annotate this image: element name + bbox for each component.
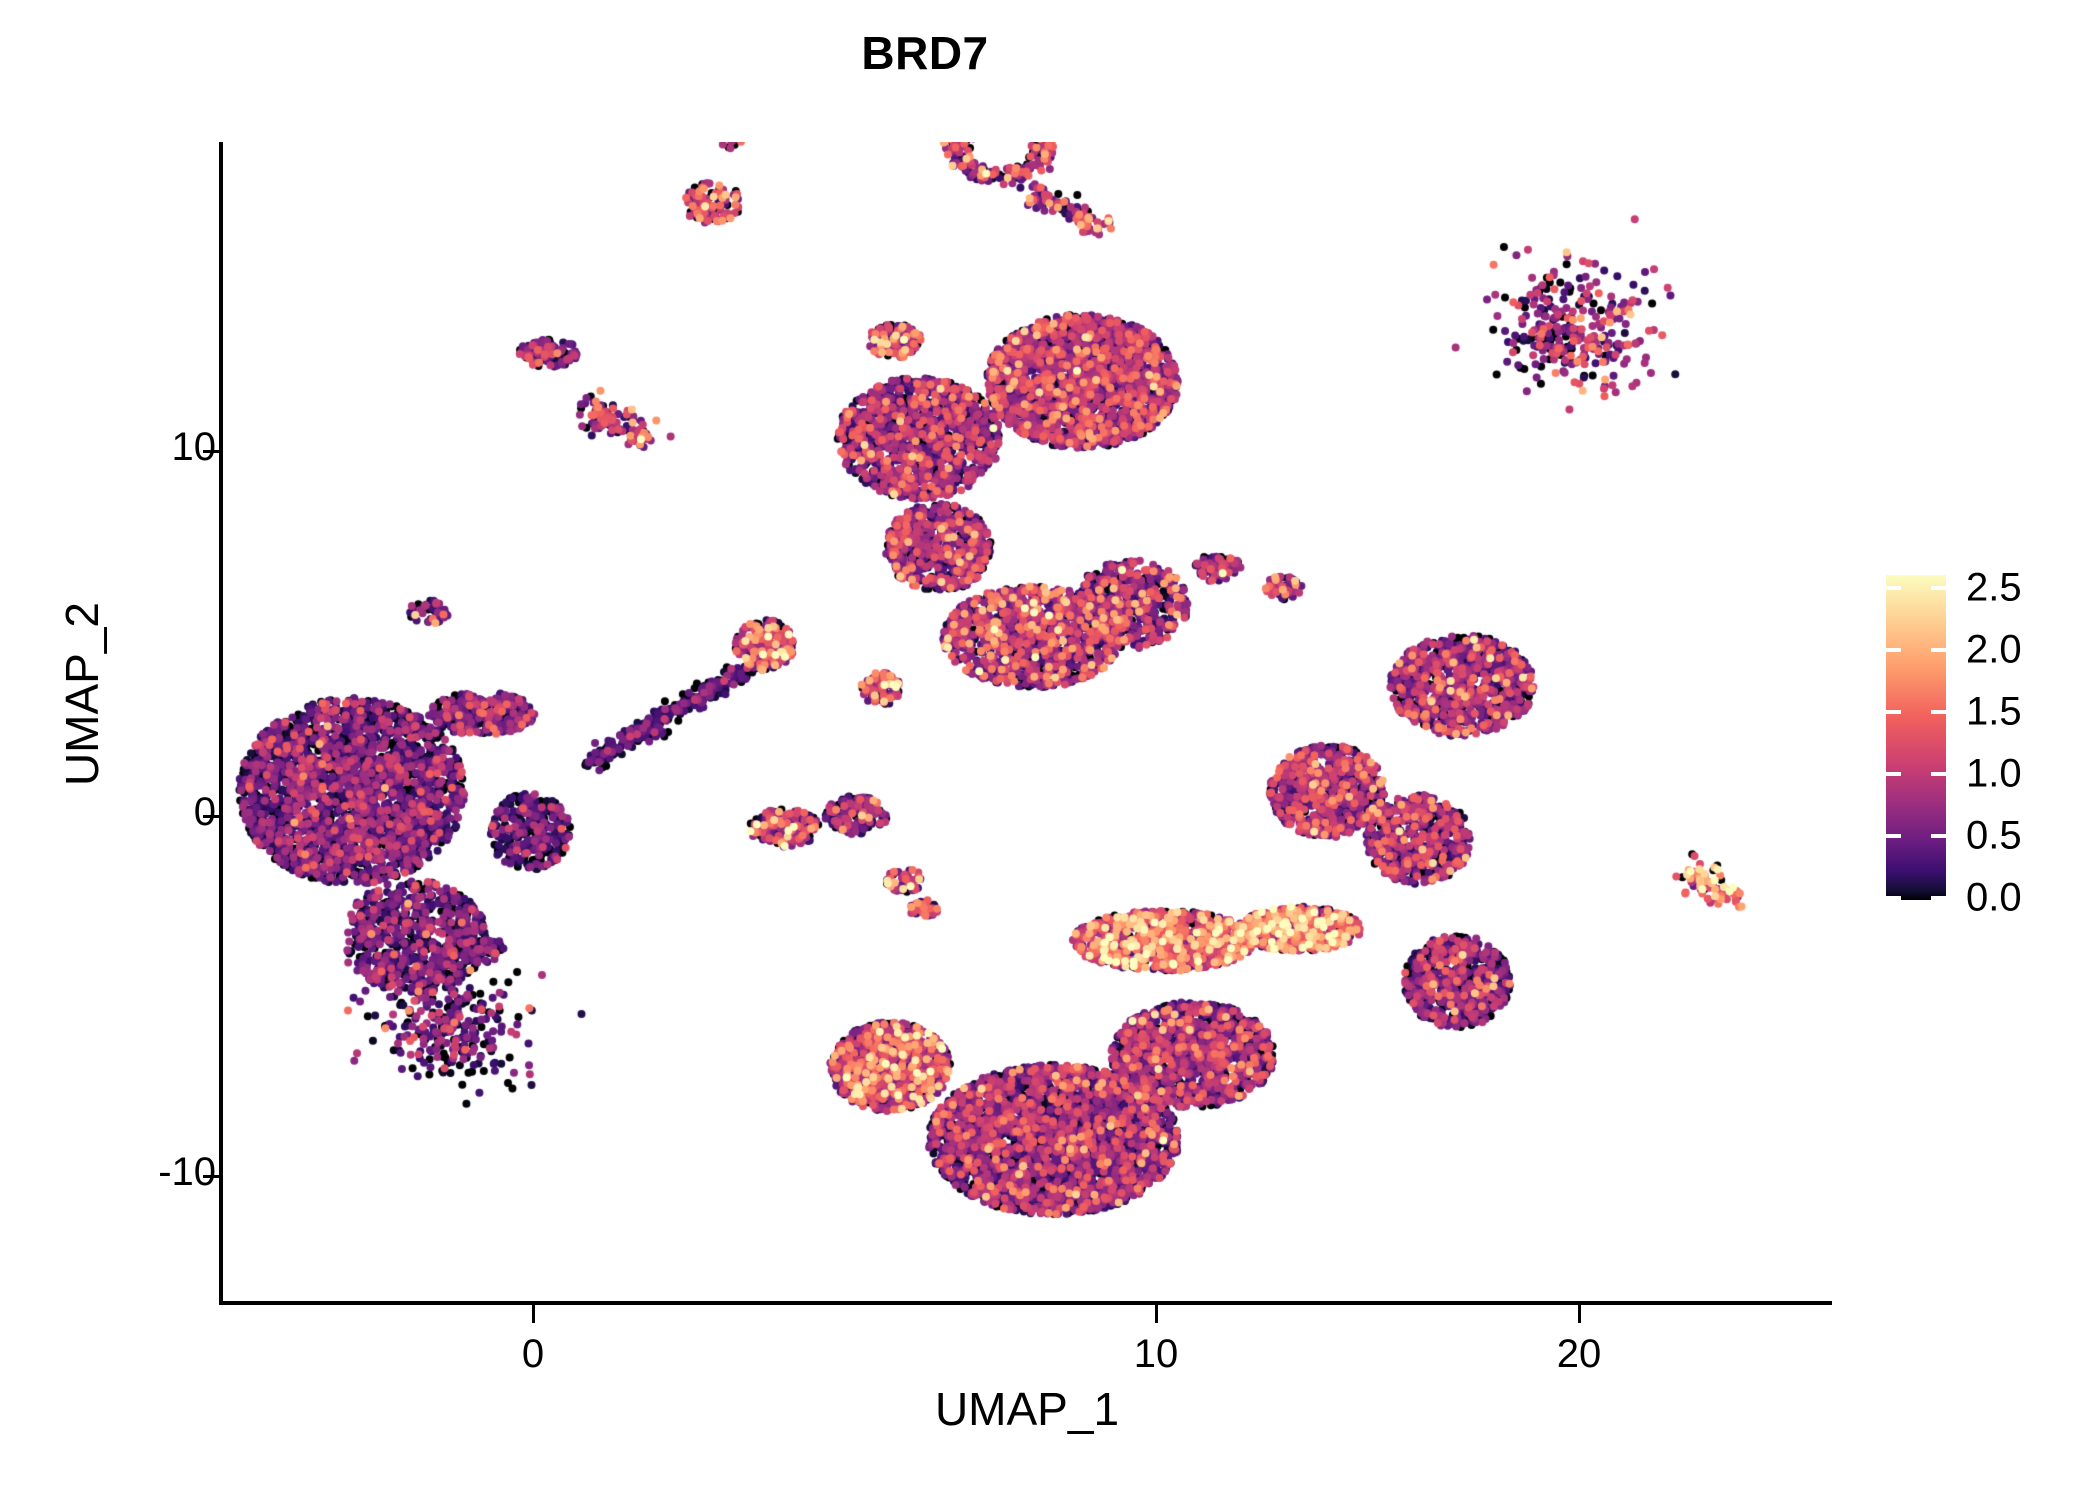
plot-panel [222,142,1832,1302]
colorbar-label-1-0: 1.0 [1966,751,2022,796]
colorbar-label-0-0: 0.0 [1966,875,2022,920]
y-axis-line [219,142,223,1305]
colorbar-label-1-5: 1.5 [1966,689,2022,734]
scatter-canvas [222,142,1832,1302]
x-axis-title: UMAP_1 [934,1383,1120,1435]
x-axis-line [219,1301,1832,1305]
colorbar-label-2-0: 2.0 [1966,627,2022,672]
colorbar-tick-0-5-right [1931,834,1946,838]
colorbar-label-2-5: 2.5 [1966,565,2022,610]
x-tick-label-0: 0 [521,1332,545,1376]
colorbar-tick-2-0-left [1886,648,1901,652]
colorbar-tick-0-5-left [1886,834,1901,838]
colorbar-legend: 2.5 2.0 1.5 1.0 0.5 0.0 [1886,566,2086,920]
y-tick-label-0: 0 [193,790,216,834]
colorbar-tick-0-0-right [1931,896,1946,900]
colorbar-gradient [1886,575,1946,900]
colorbar-tick-1-5-right [1931,710,1946,714]
x-tick-20 [1578,1305,1581,1323]
colorbar-tick-1-5-left [1886,710,1901,714]
y-tick-label-10: 10 [171,425,217,469]
y-axis-title: UMAP_2 [56,601,108,787]
colorbar-label-0-5: 0.5 [1966,813,2022,858]
x-tick-10 [1155,1305,1158,1323]
colorbar-tick-2-0-right [1931,648,1946,652]
x-tick-label-20: 20 [1556,1332,1602,1376]
colorbar-tick-0-0-left [1886,896,1901,900]
colorbar-tick-2-5-left [1886,586,1901,590]
y-tick-0 [203,815,221,818]
colorbar-tick-1-0-right [1931,772,1946,776]
colorbar-tick-1-0-left [1886,772,1901,776]
y-tick-10 [203,450,221,453]
colorbar-tick-2-5-right [1931,586,1946,590]
y-tick-label-neg10: -10 [158,1150,216,1194]
y-tick-neg10 [203,1175,221,1178]
page-title: BRD7 [861,27,989,79]
x-tick-label-10: 10 [1133,1332,1179,1376]
x-tick-0 [532,1305,535,1323]
